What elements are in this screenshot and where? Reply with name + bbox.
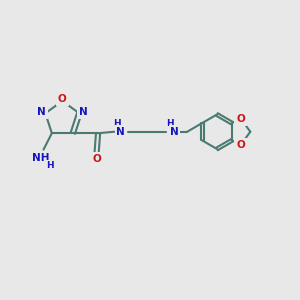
Text: H: H [113, 119, 120, 128]
Text: NH: NH [32, 153, 50, 163]
Text: N: N [170, 127, 179, 137]
Text: N: N [116, 127, 125, 137]
Text: N: N [37, 107, 46, 117]
Text: H: H [46, 161, 54, 170]
Text: N: N [79, 107, 88, 117]
Text: O: O [92, 154, 101, 164]
Text: O: O [58, 94, 67, 104]
Text: H: H [166, 119, 174, 128]
Text: O: O [236, 140, 245, 150]
Text: O: O [236, 114, 245, 124]
